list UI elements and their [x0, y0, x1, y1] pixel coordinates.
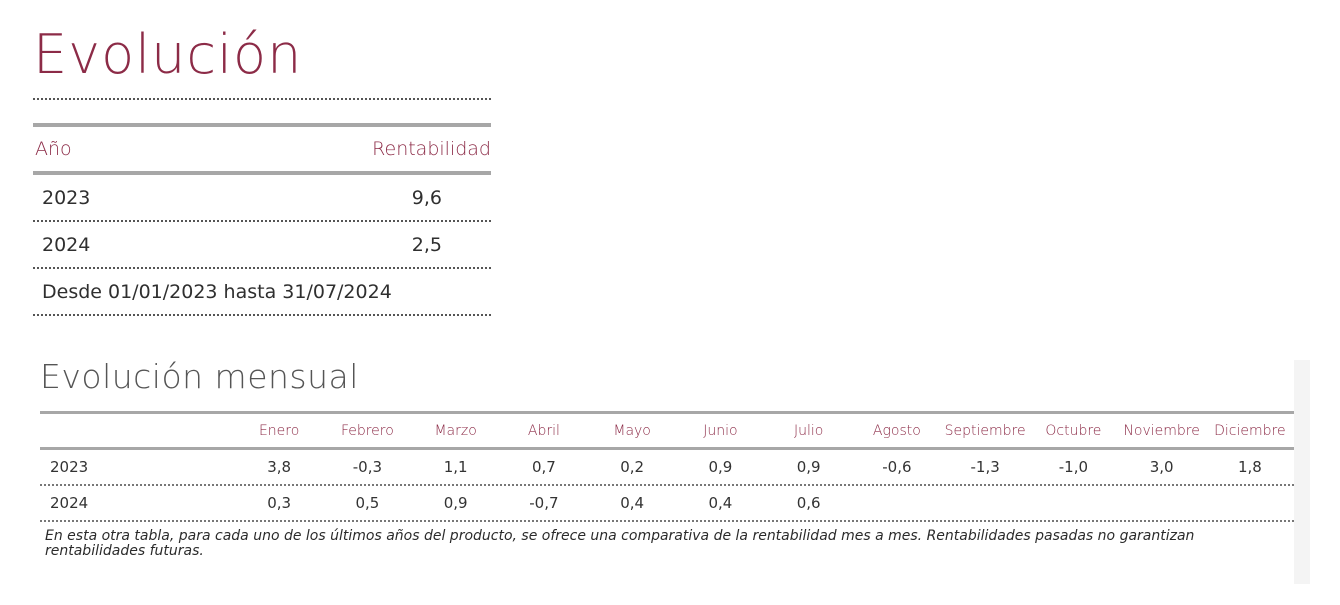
cell-value: -0,6	[882, 458, 912, 476]
page-title: Evolución	[33, 23, 303, 86]
table-row: 2023 9,6	[33, 175, 491, 222]
footnote: En esta otra tabla, para cada uno de los…	[45, 528, 1195, 559]
header-rentabilidad: Rentabilidad	[372, 138, 491, 160]
cell-value: 0,9	[708, 458, 733, 476]
section-title: Evolución mensual	[40, 357, 359, 396]
table-row: 2023 3,8 -0,3 1,1 0,7 0,2 0,9 0,9 -0,6 -…	[40, 450, 1294, 486]
header-month: Abril	[527, 422, 560, 439]
monthly-returns-table: Enero Febrero Marzo Abril Mayo Junio Jul…	[40, 411, 1294, 522]
period-row: Desde 01/01/2023 hasta 31/07/2024	[33, 269, 491, 316]
cell-value: 0,7	[531, 458, 556, 476]
header-month: Octubre	[1045, 422, 1102, 439]
table-top-rule	[40, 411, 1294, 414]
header-month: Mayo	[613, 422, 651, 439]
row-year: 2023	[42, 186, 91, 209]
header-month: Junio	[703, 422, 738, 439]
period-text: Desde 01/01/2023 hasta 31/07/2024	[42, 280, 392, 303]
header-month: Julio	[793, 422, 824, 439]
title-divider	[33, 98, 491, 100]
row-value: 9,6	[411, 186, 442, 209]
cell-value: 0,5	[355, 494, 380, 512]
cell-value: 0,9	[796, 458, 821, 476]
cell-value: 0,4	[708, 494, 733, 512]
cell-value: 0,3	[267, 494, 292, 512]
cell-value: -0,3	[352, 458, 383, 476]
row-year: 2023	[50, 458, 89, 476]
header-month: Enero	[258, 422, 300, 439]
cell-value: -0,7	[529, 494, 559, 512]
cell-value: 0,2	[620, 458, 645, 476]
table-header: Enero Febrero Marzo Abril Mayo Junio Jul…	[40, 414, 1294, 450]
header-month: Diciembre	[1214, 422, 1286, 439]
cell-value: 0,4	[620, 494, 645, 512]
cell-value: 0,6	[796, 494, 821, 512]
annual-returns-table: Año Rentabilidad 2023 9,6 2024 2,5 Desde…	[33, 123, 491, 316]
row-year: 2024	[42, 233, 91, 256]
cell-value: -1,3	[970, 458, 1000, 476]
header-month: Febrero	[340, 422, 394, 439]
header-month: Agosto	[872, 422, 921, 439]
side-panel-edge	[1294, 360, 1310, 584]
header-month: Marzo	[434, 422, 477, 439]
header-month: Septiembre	[944, 422, 1026, 439]
row-value: 2,5	[411, 233, 442, 256]
cell-value: 1,1	[443, 458, 468, 476]
header-month: Noviembre	[1123, 422, 1200, 439]
table-top-rule	[33, 123, 491, 127]
cell-value: 3,8	[267, 458, 292, 476]
cell-value: 0,9	[443, 494, 468, 512]
header-year: Año	[35, 138, 72, 160]
table-header: Año Rentabilidad	[33, 127, 491, 175]
cell-value: 1,8	[1237, 458, 1262, 476]
table-row: 2024 2,5	[33, 222, 491, 269]
table-row: 2024 0,3 0,5 0,9 -0,7 0,4 0,4 0,6	[40, 486, 1294, 522]
cell-value: 3,0	[1149, 458, 1174, 476]
row-year: 2024	[50, 494, 89, 512]
cell-value: -1,0	[1058, 458, 1089, 476]
